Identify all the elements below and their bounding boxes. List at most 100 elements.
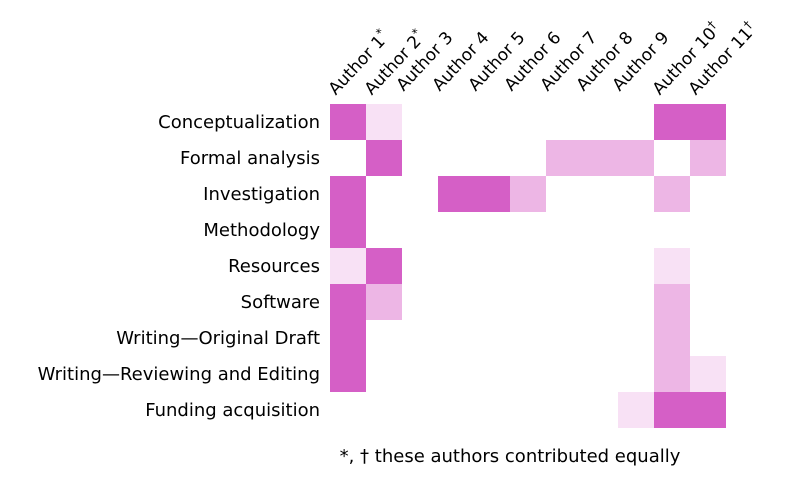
heatmap-cell [690,248,726,284]
heatmap-cell [438,176,474,212]
heatmap-cell [474,248,510,284]
heatmap-cell [402,356,438,392]
heatmap-cell [582,176,618,212]
row-label: Funding acquisition [145,399,320,421]
heatmap-cell [618,320,654,356]
heatmap-cell [330,392,366,428]
heatmap-cell [690,392,726,428]
heatmap-cell [690,356,726,392]
row-label: Resources [228,255,320,277]
heatmap-cell [582,104,618,140]
heatmap-cell [438,392,474,428]
heatmap-cell [654,356,690,392]
heatmap-cell [402,176,438,212]
heatmap-cell [582,212,618,248]
heatmap-cell [402,392,438,428]
heatmap-cell [402,104,438,140]
heatmap-cell [366,176,402,212]
heatmap-cell [330,104,366,140]
heatmap-cell [366,140,402,176]
heatmap-cell [618,140,654,176]
heatmap-cell [438,212,474,248]
heatmap-cell [618,212,654,248]
equal-contribution-mark: † [704,17,719,32]
row-label: Software [240,291,320,313]
heatmap-cell [402,212,438,248]
equal-contribution-mark: * [408,25,424,40]
heatmap-cell [330,320,366,356]
heatmap-cell [438,140,474,176]
heatmap-cell [510,140,546,176]
heatmap-cell [438,104,474,140]
heatmap-cell [366,284,402,320]
heatmap-cell [330,356,366,392]
heatmap-cell [366,104,402,140]
heatmap-cell [546,356,582,392]
heatmap-cell [510,392,546,428]
row-label: Investigation [203,183,320,205]
heatmap-cell [546,320,582,356]
heatmap-cell [438,320,474,356]
heatmap-cell [330,284,366,320]
heatmap-cell [366,212,402,248]
row-label: Methodology [203,219,320,241]
row-label: Writing—Reviewing and Editing [37,363,320,385]
heatmap-cell [438,248,474,284]
heatmap-cell [510,248,546,284]
heatmap-cell [690,320,726,356]
heatmap-cell [402,140,438,176]
heatmap-cell [366,392,402,428]
heatmap-cell [582,140,618,176]
heatmap-cell [654,140,690,176]
heatmap-cell [690,140,726,176]
heatmap-cell [366,356,402,392]
heatmap-cell [690,284,726,320]
heatmap-cell [474,284,510,320]
heatmap-cell [474,320,510,356]
heatmap-cell [690,104,726,140]
heatmap-cell [474,392,510,428]
heatmap-cell [546,140,582,176]
heatmap-cell [330,248,366,284]
row-label: Formal analysis [180,147,320,169]
heatmap-cell [402,284,438,320]
heatmap-cell [654,284,690,320]
heatmap-cell [366,320,402,356]
heatmap-cell [474,104,510,140]
equal-contribution-mark: † [740,17,755,32]
heatmap-cell [654,392,690,428]
heatmap-cell [582,248,618,284]
heatmap-cell [654,248,690,284]
heatmap-cell [510,176,546,212]
heatmap-cell [330,212,366,248]
figure-caption: *, † these authors contributed equally [339,446,681,467]
heatmap-cell [546,248,582,284]
heatmap-cell [582,356,618,392]
heatmap-cell [690,212,726,248]
heatmap-cell [510,212,546,248]
heatmap-cell [618,104,654,140]
row-label: Conceptualization [158,111,320,133]
heatmap-cell [582,392,618,428]
row-label: Writing—Original Draft [116,327,320,349]
equal-contribution-mark: * [372,25,388,40]
heatmap-cell [402,248,438,284]
heatmap-cell [618,284,654,320]
heatmap-cell [438,284,474,320]
heatmap-cell [618,392,654,428]
heatmap-cell [366,248,402,284]
heatmap-cell [402,320,438,356]
heatmap-cell [654,212,690,248]
heatmap-cell [510,320,546,356]
heatmap-cell [582,284,618,320]
heatmap-cell [546,392,582,428]
heatmap-cell [654,104,690,140]
heatmap-cell [330,176,366,212]
heatmap-cell [618,176,654,212]
heatmap-cell [438,356,474,392]
heatmap-cell [474,356,510,392]
heatmap-cell [654,320,690,356]
heatmap-cell [474,140,510,176]
heatmap-cell [510,104,546,140]
